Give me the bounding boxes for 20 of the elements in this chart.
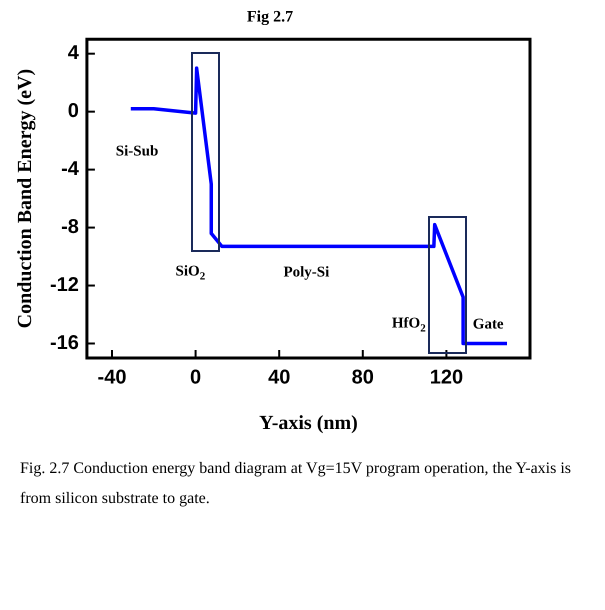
y-tick-label: -12 [50, 274, 79, 296]
x-tick-label: 0 [190, 366, 202, 389]
x-tick-label: -40 [98, 366, 126, 389]
chart-title: Fig 2.7 [246, 8, 294, 26]
annotation: SiO$_{2}$ [176, 263, 206, 282]
annotation: Si-Sub [116, 144, 158, 161]
x-tick-label: 40 [268, 366, 290, 389]
annotation: Gate [472, 316, 504, 334]
y-tick-label: 0 [68, 100, 79, 122]
x-tick-label: 80 [352, 366, 374, 389]
caption: Fig. 2.7 Conduction energy band diagram at Vg=15V program operation, the Y-axis is from silicon substrate to gate. [20, 459, 572, 509]
y-tick-label: -4 [61, 158, 80, 180]
y-tick-label: -16 [50, 332, 79, 354]
annotation: Poly-Si [283, 264, 330, 281]
annotation: HfO$_{2}$ [392, 315, 426, 334]
x-axis-title: Y-axis (nm) [259, 412, 358, 434]
y-axis-title: Conduction Band Energy (eV) [14, 68, 36, 328]
y-tick-label: -8 [61, 216, 79, 238]
y-tick-label: 4 [68, 42, 80, 64]
x-tick-label: 120 [430, 366, 464, 389]
